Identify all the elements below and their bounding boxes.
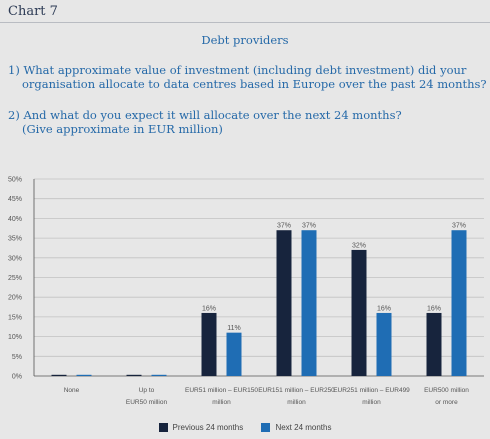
y-tick-label: 45% — [8, 196, 22, 203]
y-tick-label: 0% — [12, 374, 22, 381]
legend-label-next: Next 24 months — [275, 423, 332, 432]
y-tick-label: 40% — [8, 216, 22, 223]
x-tick-label: None — [64, 387, 80, 394]
legend-swatch-previous — [158, 423, 168, 432]
x-tick-label: EUR151 million – EUR250 — [258, 387, 335, 394]
y-tick-label: 20% — [8, 295, 22, 302]
question-1: 1) What approximate value of investment … — [8, 63, 487, 91]
bar-next — [376, 312, 392, 376]
bar-previous — [351, 249, 367, 376]
bar-previous — [126, 374, 142, 376]
y-tick-label: 10% — [8, 334, 22, 341]
x-tick-label: EUR251 million – EUR499 — [333, 387, 410, 394]
bar-next — [76, 374, 92, 376]
bar-previous — [201, 312, 217, 376]
question-1-line-1: 1) What approximate value of investment … — [8, 63, 467, 77]
question-2-line-1: 2) And what do you expect it will alloca… — [8, 108, 402, 122]
legend-label-previous: Previous 24 months — [172, 423, 244, 432]
data-label: 32% — [352, 242, 366, 249]
y-tick-label: 35% — [8, 236, 22, 243]
y-tick-label: 50% — [8, 177, 22, 184]
bar-chart: 0% 5% 10% 15% 20% 25% 30% 35% 40% 45% 50% None Up to… — [8, 177, 484, 406]
bar-previous — [276, 230, 292, 376]
bar-previous — [426, 312, 442, 376]
chart-legend: Previous 24 months Next 24 months — [0, 423, 490, 434]
x-tick-label: EUR50 million — [126, 399, 168, 406]
x-tick-label: million — [362, 399, 381, 406]
data-label: 11% — [227, 325, 241, 332]
legend-item-next: Next 24 months — [261, 423, 331, 432]
bar-previous — [51, 374, 67, 376]
x-tick-label: or more — [435, 399, 458, 406]
data-label: 16% — [202, 305, 216, 312]
y-tick-label: 25% — [8, 275, 22, 282]
bar-next — [451, 230, 467, 376]
x-tick-label: EUR500 million — [424, 387, 469, 394]
data-label: 37% — [302, 223, 316, 230]
data-label: 37% — [452, 223, 466, 230]
y-tick-label: 30% — [8, 255, 22, 262]
bar-next — [151, 374, 167, 376]
bar-next — [301, 230, 317, 376]
y-tick-label: 5% — [12, 354, 22, 361]
legend-item-previous: Previous 24 months — [158, 423, 244, 432]
data-label: 37% — [277, 223, 291, 230]
question-2-line-2: (Give approximate in EUR million) — [22, 122, 223, 136]
x-tick-label: million — [212, 399, 231, 406]
question-1-line-2: organisation allocate to data centres ba… — [22, 77, 487, 91]
chart-number: Chart 7 — [8, 4, 58, 19]
header-divider — [0, 22, 490, 23]
legend-swatch-next — [261, 423, 271, 432]
x-tick-label: Up to — [139, 387, 155, 394]
data-label: 16% — [427, 305, 441, 312]
x-tick-label: EUR51 million – EUR150 — [185, 387, 258, 394]
chart-subtitle: Debt providers — [201, 33, 289, 47]
bar-next — [226, 332, 242, 376]
question-2: 2) And what do you expect it will alloca… — [8, 108, 484, 136]
data-label: 16% — [377, 305, 391, 312]
y-tick-label: 15% — [8, 314, 22, 321]
x-tick-label: million — [287, 399, 306, 406]
